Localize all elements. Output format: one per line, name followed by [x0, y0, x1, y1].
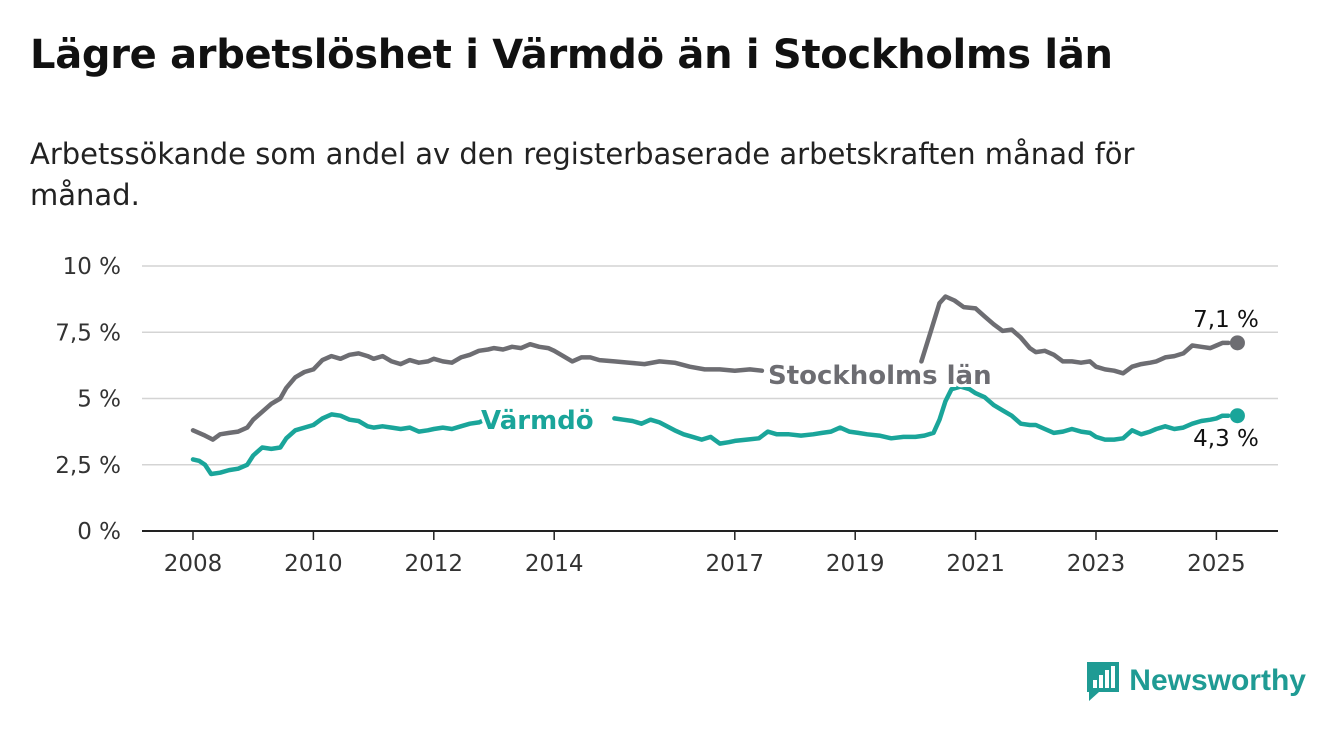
x-tick-label: 2023: [1067, 551, 1126, 577]
series-lines: [190, 294, 1245, 477]
x-tick-label: 2012: [405, 551, 464, 577]
x-tick-label: 2008: [164, 551, 223, 577]
x-tick-label: 2014: [525, 551, 584, 577]
x-tick-label: 2021: [946, 551, 1005, 577]
x-tick-label: 2025: [1187, 551, 1246, 577]
y-tick-label: 2,5 %: [55, 453, 121, 479]
v-rmd-line-segment-2: [612, 384, 1231, 446]
stockholms-l-nline-segment-1: [190, 341, 765, 442]
newsworthy-logo-icon: [1087, 662, 1120, 701]
line-chart: 0 % 2,5 % 5 % 7,5 % 10 % 2008 2010 2012 2014 201…: [55, 254, 1278, 577]
series-label-varmdo: Värmdö: [481, 406, 594, 436]
end-value-stockholms-lan: 7,1 %: [1193, 307, 1259, 333]
stockholms-l-nend-marker: [1229, 335, 1245, 351]
y-tick-label: 10 %: [63, 254, 121, 280]
grid-lines: [142, 265, 1278, 532]
series-labels: Stockholms län Värmdö 7,1 % 4,3 %: [478, 307, 1259, 452]
v-rmd-end-marker: [1229, 408, 1245, 424]
y-tick-label: 5 %: [77, 387, 121, 413]
x-tick-label: 2010: [284, 551, 343, 577]
chart-subtitle: Arbetssökande som andel av den registerb…: [30, 137, 1135, 212]
x-tick-label: 2019: [826, 551, 885, 577]
v-rmd-line-segment-1: [190, 412, 485, 477]
y-axis: 0 % 2,5 % 5 % 7,5 % 10 %: [55, 254, 121, 545]
series-label-stockholms-lan: Stockholms län: [768, 361, 992, 391]
stockholms-l-nline-segment-2: [919, 294, 1231, 376]
y-tick-label: 0 %: [77, 519, 121, 545]
x-tick-label: 2017: [706, 551, 765, 577]
newsworthy-brand[interactable]: Newsworthy: [1085, 660, 1306, 702]
chart-title: Lägre arbetslöshet i Värmdö än i Stockho…: [30, 32, 1113, 78]
y-tick-label: 7,5 %: [55, 320, 121, 346]
end-value-varmdo: 4,3 %: [1193, 426, 1259, 452]
brand-name: Newsworthy: [1129, 664, 1306, 697]
x-axis: 2008 2010 2012 2014 2017 2019 2021 2023 2025: [164, 531, 1246, 577]
